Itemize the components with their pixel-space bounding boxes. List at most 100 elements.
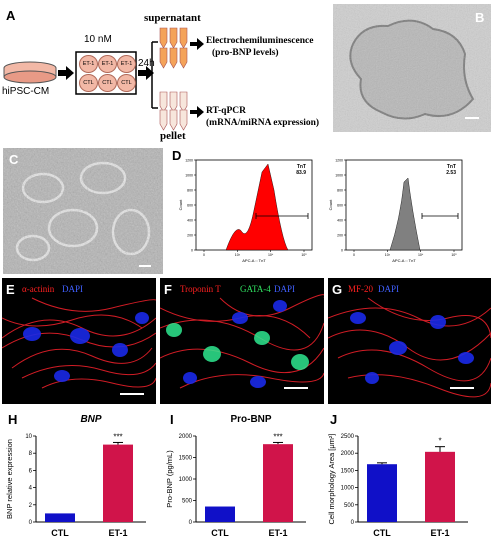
- category-label: CTL: [211, 528, 229, 538]
- panel-d: D 0 200 400 600 800 1000 1200 0 10³ 10⁴ 10⁵ APC-A :…: [166, 146, 492, 276]
- category-label: CTL: [51, 528, 69, 538]
- y-axis-label: BNP relative expression: [5, 439, 14, 519]
- qpcr-label: RT-qPCR: [206, 106, 246, 116]
- gate-marker-label: TnT: [447, 164, 456, 170]
- pellet-tubes-icon: [159, 91, 188, 131]
- dapi-label: DAPI: [62, 284, 84, 294]
- y-tick-label: 1500: [179, 456, 193, 462]
- y-tick-label: 500: [344, 503, 355, 509]
- wells-grid: ET-1 ET-1 ET-1 CTL CTL CTL: [79, 55, 136, 93]
- y-tick-label: 1000: [335, 174, 343, 178]
- cell-label: hiPSC-CM: [2, 86, 50, 97]
- gate-percent-label: 2.53: [446, 170, 456, 176]
- pellet-label: pellet: [160, 130, 186, 142]
- alpha-actinin-stain-image: [2, 297, 156, 395]
- panel-e-label: E: [6, 282, 15, 297]
- chart-cell-area: 0 500 1000 1500 2000 2500 Cell morphology Area…: [327, 433, 468, 538]
- x-tick-label: 10³: [385, 253, 391, 257]
- y-tick-label: 200: [337, 234, 343, 238]
- dapi-label: DAPI: [378, 284, 400, 294]
- histogram-peak: [225, 163, 289, 251]
- y-tick-label: 0: [341, 249, 343, 253]
- category-label: ET-1: [268, 528, 287, 538]
- gate-marker-label: TnT: [297, 164, 306, 170]
- significance-marker: ***: [113, 432, 122, 441]
- dapi-label: DAPI: [274, 284, 296, 294]
- panel-c-micrograph: C: [3, 148, 163, 274]
- well-1: ET-1: [79, 55, 98, 73]
- bar-ctl: [367, 464, 397, 522]
- x-tick-label: 0: [203, 253, 205, 257]
- well-4: CTL: [79, 74, 98, 92]
- gate-percent-label: 83.9: [296, 170, 306, 176]
- y-tick-label: 1200: [185, 159, 193, 163]
- y-tick-label: 2500: [341, 434, 355, 440]
- y-tick-label: 600: [337, 204, 343, 208]
- panel-b-micrograph: B: [333, 4, 491, 132]
- alpha-actinin-label: α-actinin: [22, 284, 55, 294]
- y-tick-label: 200: [187, 234, 193, 238]
- y-tick-label: 500: [182, 499, 193, 505]
- panel-i-label: I: [170, 412, 174, 427]
- chart-bnp: 0 2 4 6 8 10 BNP BNP relative expression CTL *** E…: [5, 414, 146, 538]
- x-tick-label: 10⁵: [301, 253, 307, 257]
- mf20-label: MF-20: [348, 284, 374, 294]
- panel-j-label: J: [330, 412, 338, 427]
- supernatant-tubes-icon: [159, 27, 188, 69]
- arrow-icon: [58, 66, 74, 80]
- y-tick-label: 2000: [341, 451, 355, 457]
- well-3: ET-1: [117, 55, 136, 73]
- significance-marker: ***: [273, 432, 282, 441]
- panel-a: A: [0, 0, 330, 148]
- x-tick-label: 0: [353, 253, 355, 257]
- well-2: ET-1: [98, 55, 117, 73]
- time-label: 24h: [138, 58, 155, 69]
- panel-b-label: B: [475, 10, 485, 25]
- x-tick-label: 10⁵: [451, 253, 457, 257]
- qpcr-sub-label: (mRNA/miRNA expression): [206, 118, 320, 128]
- y-axis-label: Pro-BNP (pg/mL): [165, 450, 174, 508]
- panel-g-label: G: [332, 282, 343, 297]
- y-tick-label: 2000: [179, 434, 193, 440]
- bar-ctl: [45, 513, 75, 522]
- ecl-label: Electrochemiluminescence: [206, 36, 314, 46]
- panel-h-label: H: [8, 412, 18, 427]
- y-tick-label: 400: [337, 219, 343, 223]
- y-tick-label: 1200: [335, 159, 343, 163]
- y-tick-label: 2: [29, 503, 33, 509]
- mf20-stain-image: [328, 297, 491, 398]
- gata4-label: GATA-4: [240, 284, 271, 294]
- chart-title: BNP: [80, 414, 101, 425]
- y-tick-label: 800: [187, 189, 193, 193]
- cell-colony-image: [333, 4, 491, 132]
- y-tick-label: 800: [337, 189, 343, 193]
- y-tick-label: 1000: [179, 477, 193, 483]
- x-axis-label: APC-A :: TnT: [392, 258, 416, 263]
- ecl-sub-label: (pro-BNP levels): [212, 48, 279, 58]
- supernatant-label: supernatant: [144, 12, 201, 24]
- bar-et-1: [263, 444, 293, 522]
- chart-title: Pro-BNP: [230, 414, 271, 425]
- troponin-t-label: Troponin T: [180, 284, 221, 294]
- y-tick-label: 1500: [341, 468, 355, 474]
- bar-et-1: [103, 444, 133, 522]
- y-tick-label: 400: [187, 219, 193, 223]
- panel-g-micrograph: G MF-20 DAPI: [328, 278, 491, 404]
- category-label: CTL: [373, 528, 391, 538]
- panel-f-label: F: [164, 282, 172, 297]
- bar-et-1: [425, 451, 455, 522]
- x-tick-label: 10³: [235, 253, 241, 257]
- y-tick-label: 1000: [341, 486, 355, 492]
- x-tick-label: 10⁴: [268, 253, 274, 257]
- y-tick-label: 600: [187, 204, 193, 208]
- histogram-peak: [389, 177, 421, 251]
- panel-d-label: D: [172, 148, 182, 163]
- y-axis-label: Cell morphology Area [μm²]: [327, 433, 336, 524]
- y-axis-label: Count: [178, 199, 183, 211]
- bar-ctl: [205, 506, 235, 522]
- y-tick-label: 0: [191, 249, 193, 253]
- category-label: ET-1: [430, 528, 449, 538]
